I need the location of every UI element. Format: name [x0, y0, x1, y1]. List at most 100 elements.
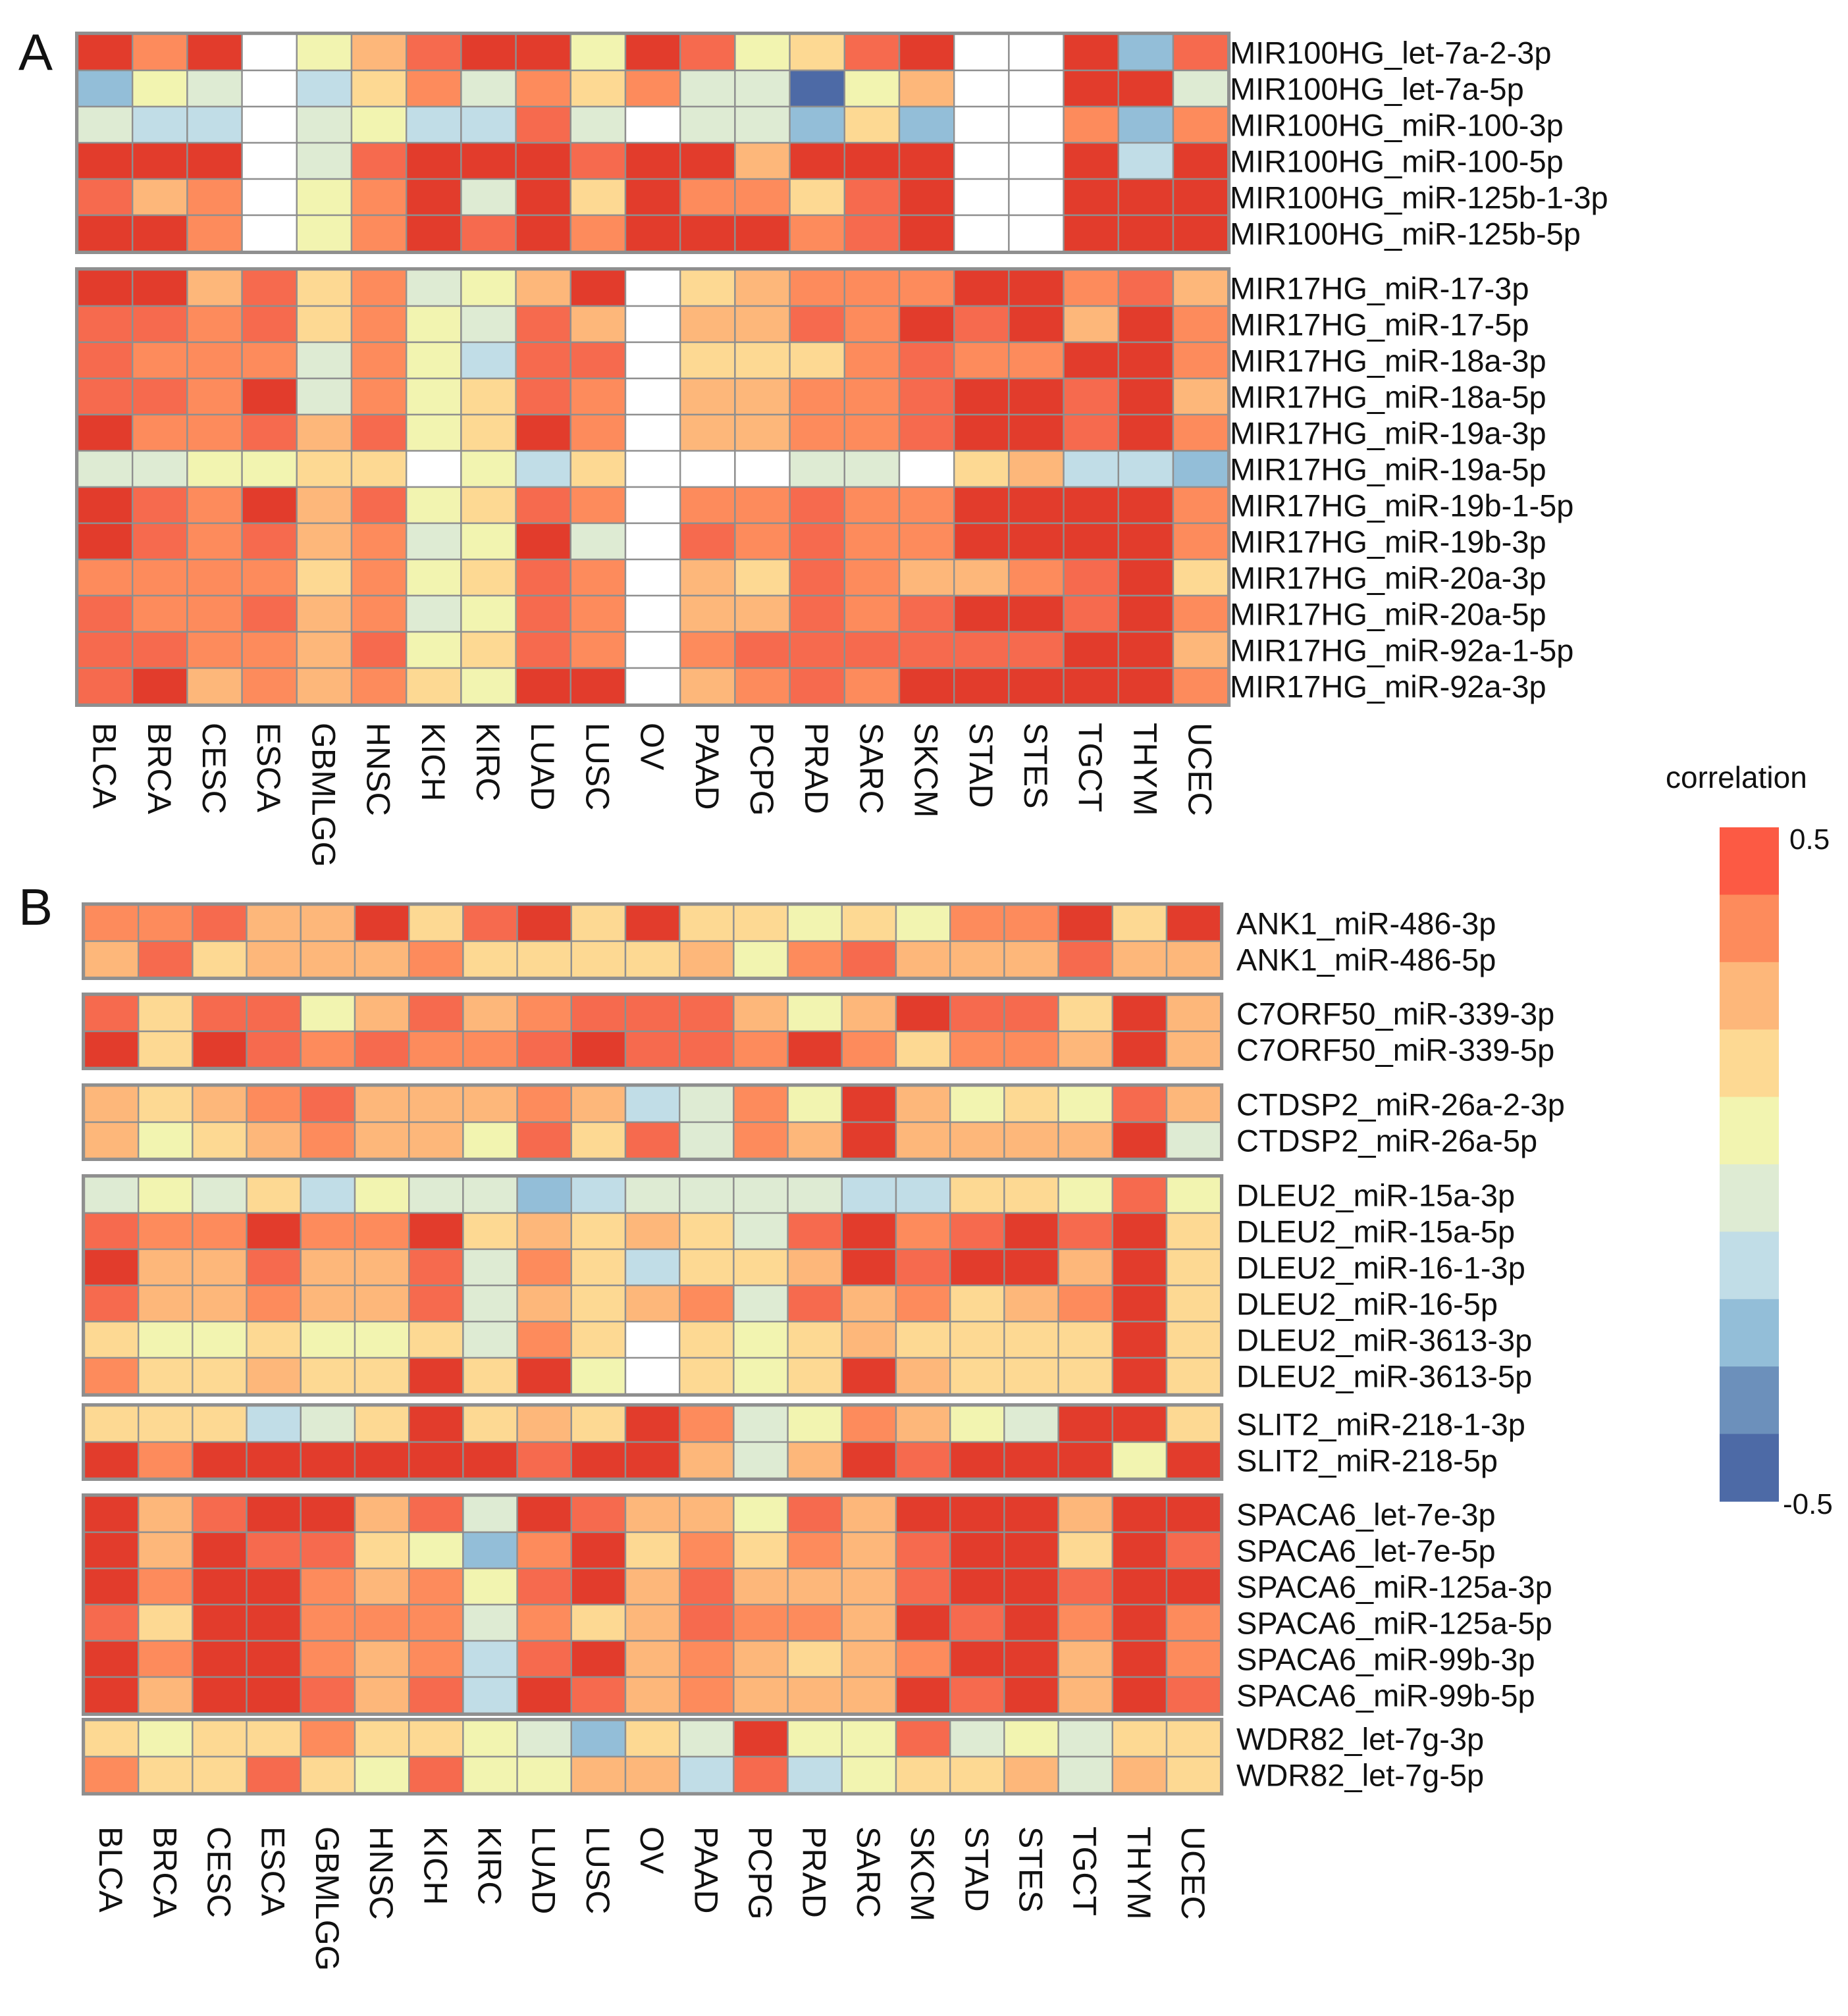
x-label-tgct: TGCT	[1072, 723, 1109, 812]
x-label-stad: STAD	[963, 723, 999, 808]
heatmap-cell	[406, 413, 462, 452]
heatmap-cell	[462, 1212, 518, 1251]
x-label-paad: PAAD	[687, 1826, 724, 1913]
heatmap-cell	[569, 33, 627, 72]
heatmap-cell	[462, 1248, 518, 1287]
heatmap-block: SPACA6_let-7e-3pSPACA6_let-7e-5pSPACA6_m…	[82, 1493, 1552, 1716]
heatmap-cell	[949, 1121, 1005, 1160]
heatmap-cell	[895, 1405, 951, 1443]
heatmap-cell	[624, 1085, 681, 1124]
row-label-spaca6-mir-99b-3p: SPACA6_miR-99b-3p	[1236, 1641, 1535, 1676]
heatmap-cell	[949, 1441, 1005, 1480]
heatmap-cell	[1165, 1441, 1222, 1480]
heatmap-cell	[841, 1357, 897, 1395]
heatmap-cell	[570, 1603, 627, 1642]
heatmap-cell	[678, 1121, 735, 1160]
heatmap-cell	[569, 522, 627, 561]
heatmap-cell	[1057, 1495, 1113, 1534]
heatmap-cell	[624, 1603, 681, 1642]
heatmap-cell	[406, 377, 462, 416]
heatmap-cell	[570, 1085, 627, 1124]
heatmap-cell	[789, 377, 845, 416]
heatmap-cell	[1008, 667, 1065, 706]
heatmap-cell	[186, 33, 243, 72]
heatmap-cell	[733, 1640, 789, 1678]
heatmap-cell	[624, 594, 681, 633]
heatmap-cell	[841, 1176, 897, 1214]
heatmap-cell	[787, 1357, 843, 1395]
heatmap-cell	[787, 1030, 843, 1069]
heatmap-cell	[516, 1284, 572, 1323]
heatmap-cell	[898, 33, 955, 72]
heatmap-cell	[296, 486, 353, 525]
heatmap-cell	[679, 594, 736, 633]
x-label-luad: LUAD	[524, 723, 561, 810]
heatmap-cell	[1117, 105, 1175, 144]
heatmap-cell	[462, 1755, 518, 1794]
heatmap-cell	[296, 450, 353, 488]
heatmap-cell	[300, 1320, 356, 1359]
heatmap-cell	[131, 377, 188, 416]
heatmap-cell	[462, 1495, 518, 1534]
heatmap-cell	[354, 1320, 410, 1359]
x-label-cesc: CESC	[196, 723, 232, 814]
heatmap-cell	[733, 994, 789, 1033]
heatmap-cell	[1063, 450, 1119, 488]
heatmap-cell	[131, 269, 188, 307]
x-label-sarc: SARC	[850, 1826, 887, 1918]
heatmap-cell	[895, 1719, 951, 1758]
heatmap-cell	[1165, 1719, 1222, 1758]
heatmap-cell	[898, 377, 955, 416]
heatmap-cell	[350, 450, 408, 488]
heatmap-cell	[841, 1755, 897, 1794]
heatmap-cell	[1063, 178, 1119, 217]
heatmap-cell	[350, 486, 408, 525]
heatmap-cell	[569, 269, 627, 307]
heatmap-cell	[734, 667, 791, 706]
row-label-mir100hg-mir-125b-1-3p: MIR100HG_miR-125b-1-3p	[1230, 180, 1608, 215]
heatmap-cell	[408, 1531, 464, 1570]
heatmap-cell	[516, 1719, 572, 1758]
heatmap-cell	[895, 1640, 951, 1678]
block-border	[82, 993, 1224, 1070]
heatmap-cell	[733, 1567, 789, 1606]
heatmap-cell	[570, 940, 627, 979]
heatmap-cell	[949, 1284, 1005, 1323]
heatmap-cell	[949, 1357, 1005, 1395]
heatmap-cell	[570, 1531, 627, 1570]
x-label-stes: STES	[1013, 1826, 1049, 1913]
heatmap-cell	[300, 1441, 356, 1480]
heatmap-cell	[789, 105, 845, 144]
heatmap-cell	[408, 1495, 464, 1534]
row-label-mir17hg-mir-17-3p: MIR17HG_miR-17-3p	[1230, 271, 1529, 305]
heatmap-cell	[898, 667, 955, 706]
heatmap-cell	[406, 631, 462, 669]
heatmap-cell	[678, 1676, 735, 1715]
heatmap-cell	[83, 1212, 140, 1251]
heatmap-cell	[624, 667, 681, 706]
x-label-skcm: SKCM	[908, 723, 945, 817]
heatmap-cell	[462, 994, 518, 1033]
heatmap-cell	[246, 1212, 302, 1251]
heatmap-cell	[843, 631, 901, 669]
heatmap-cell	[515, 69, 571, 108]
heatmap-cell	[83, 1284, 140, 1323]
heatmap-cell	[1063, 305, 1119, 344]
heatmap-cell	[679, 558, 736, 597]
x-label-gbmlgg: GBMLGG	[305, 723, 342, 867]
heatmap-cell	[246, 1755, 302, 1794]
heatmap-cell	[624, 341, 681, 380]
legend-min-label: -0.5	[1783, 1488, 1833, 1520]
heatmap-cell	[841, 904, 897, 943]
heatmap-cell	[895, 940, 951, 979]
heatmap-cell	[1172, 142, 1229, 180]
heatmap-cell	[679, 377, 736, 416]
legend-swatch	[1720, 1097, 1779, 1165]
heatmap-cell	[789, 305, 845, 344]
heatmap-cell	[624, 1640, 681, 1678]
heatmap-cell	[246, 1121, 302, 1160]
heatmap-cell	[1003, 1085, 1059, 1124]
heatmap-cell	[678, 1603, 735, 1642]
